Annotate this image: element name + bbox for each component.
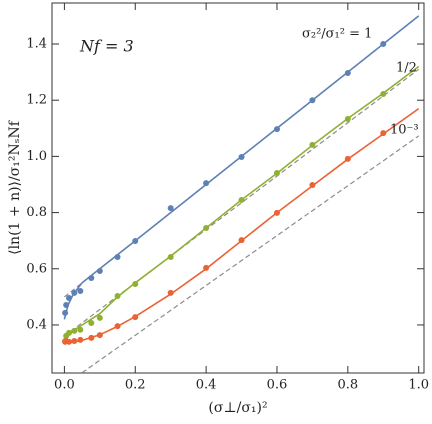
data-point bbox=[88, 319, 95, 326]
data-point bbox=[96, 314, 103, 321]
data-point bbox=[309, 97, 316, 104]
data-point bbox=[309, 182, 316, 189]
data-point bbox=[238, 153, 245, 160]
x-tick-label: 1.0 bbox=[408, 378, 429, 393]
asymptote bbox=[81, 135, 420, 373]
data-point bbox=[66, 338, 73, 345]
data-point bbox=[203, 225, 210, 232]
data-point bbox=[71, 327, 78, 334]
y-tick-label: 0.6 bbox=[26, 261, 47, 276]
data-point bbox=[238, 237, 245, 244]
data-point bbox=[238, 196, 245, 203]
x-tick-label: 0.4 bbox=[196, 378, 217, 393]
x-tick-label: 0.6 bbox=[267, 378, 288, 393]
y-axis-label: ⟨ln(1 + n)⟩/σ₁²NₛNf bbox=[7, 119, 23, 255]
data-point bbox=[344, 69, 351, 76]
data-point bbox=[380, 130, 387, 137]
y-tick-label: 1.2 bbox=[26, 93, 47, 108]
data-point bbox=[71, 337, 78, 344]
data-point bbox=[203, 264, 210, 271]
x-tick-label: 0.2 bbox=[125, 378, 146, 393]
series-label: 10⁻³ bbox=[390, 123, 419, 138]
x-axis-label: (σ⊥/σ₁)² bbox=[208, 400, 267, 416]
data-point bbox=[114, 253, 121, 260]
data-point bbox=[380, 91, 387, 98]
data-point bbox=[167, 205, 174, 212]
series-label: σ₂²/σ₁² = 1 bbox=[302, 27, 372, 42]
data-point bbox=[88, 275, 95, 282]
data-point bbox=[203, 180, 210, 187]
data-point bbox=[273, 169, 280, 176]
annotation: Nf = 3 bbox=[79, 37, 134, 56]
data-point bbox=[62, 309, 69, 316]
data-point bbox=[77, 287, 84, 294]
data-point bbox=[96, 268, 103, 275]
series-label: 1/2 bbox=[396, 61, 417, 76]
x-tick-label: 0.0 bbox=[54, 378, 75, 393]
data-point bbox=[344, 116, 351, 123]
data-point bbox=[114, 293, 121, 300]
data-point bbox=[88, 334, 95, 341]
data-point bbox=[96, 332, 103, 339]
plot-frame bbox=[51, 2, 425, 374]
data-point bbox=[273, 126, 280, 133]
fit-curve bbox=[63, 15, 420, 320]
data-point bbox=[114, 323, 121, 330]
data-point bbox=[167, 253, 174, 260]
fit-curve bbox=[63, 65, 420, 343]
data-point bbox=[66, 329, 73, 336]
data-point bbox=[132, 237, 139, 244]
data-point bbox=[71, 289, 78, 296]
y-tick-label: 1.0 bbox=[26, 149, 47, 164]
data-point bbox=[273, 209, 280, 216]
y-tick-label: 0.4 bbox=[26, 317, 47, 332]
data-point bbox=[344, 155, 351, 162]
data-point bbox=[309, 141, 316, 148]
data-point bbox=[66, 294, 73, 301]
fit-curve bbox=[64, 107, 420, 344]
data-point bbox=[77, 326, 84, 333]
data-point bbox=[77, 336, 84, 343]
x-tick-label: 0.8 bbox=[337, 378, 358, 393]
data-point bbox=[167, 289, 174, 296]
data-point bbox=[63, 302, 70, 309]
y-tick-label: 1.4 bbox=[26, 37, 47, 52]
data-point bbox=[132, 314, 139, 321]
data-point bbox=[132, 280, 139, 287]
data-point bbox=[380, 41, 387, 48]
y-tick-label: 0.8 bbox=[26, 205, 47, 220]
